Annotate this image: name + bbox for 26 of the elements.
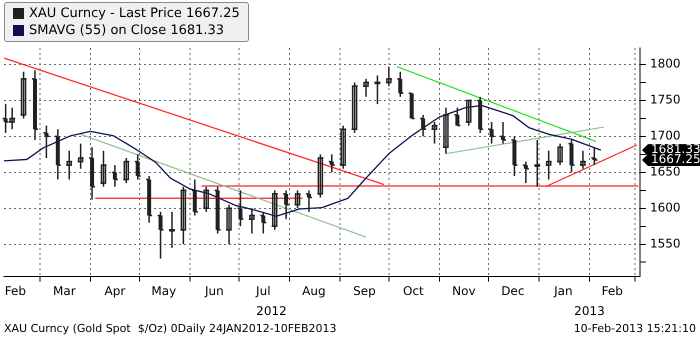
y-tick-label: 1600 (650, 200, 681, 214)
x-tick-label: Mar (53, 284, 76, 298)
text: 2013 (574, 304, 605, 318)
y-tick-label: 1650 (650, 164, 681, 178)
x-tick-label: Feb (4, 284, 26, 298)
x-tick-label: Aug (302, 284, 326, 298)
legend-label: XAU Curncy - Last Price 1667.25 (29, 5, 240, 22)
x-tick-label: Feb (602, 284, 623, 298)
x-tick-label: Jun (204, 284, 224, 298)
y-tick-label: 1700 (650, 128, 681, 143)
x-tick-label: Nov (452, 284, 476, 298)
y-tick-label: 1550 (650, 236, 681, 250)
y-tick-label: 1750 (650, 92, 681, 107)
x-tick-label: Sep (353, 284, 376, 298)
text: XAU Curncy (Gold Spot $/Oz) 0Daily 24JAN2012-10FEB2013 (4, 322, 337, 335)
text: 2012 (256, 304, 287, 318)
x-tick-label: Oct (402, 284, 424, 298)
x-tick-label: May (151, 284, 176, 298)
x-tick-label: Jul (255, 284, 271, 298)
y-tick-label: 1800 (650, 56, 681, 71)
x-tick-label: Jan (553, 284, 573, 298)
x-tick-label: Apr (104, 284, 126, 298)
x-tick-label: Dec (501, 284, 524, 298)
text: 1667.25 (651, 152, 700, 166)
legend-label: SMAVG (55) on Close 1681.33 (29, 22, 224, 39)
text: 10-Feb-2013 15:21:10 (574, 322, 696, 335)
